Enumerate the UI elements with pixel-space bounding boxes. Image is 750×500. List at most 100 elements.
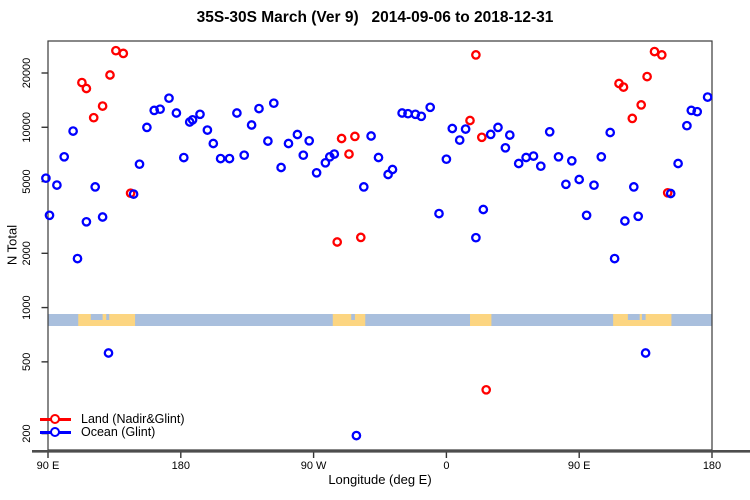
data-point-land bbox=[656, 50, 667, 60]
x-tick-label: 90 E bbox=[37, 460, 60, 472]
x-tick-label: 0 bbox=[443, 460, 449, 472]
map-band-land-segment bbox=[470, 314, 492, 326]
data-point-ocean bbox=[171, 108, 182, 118]
data-point-ocean bbox=[351, 430, 362, 441]
data-point-ocean bbox=[208, 138, 219, 149]
data-point-ocean bbox=[589, 180, 599, 191]
data-point-land bbox=[476, 132, 487, 143]
legend-symbol-ocean bbox=[40, 427, 71, 438]
data-point-ocean bbox=[416, 111, 427, 122]
legend-circle-ocean bbox=[50, 427, 60, 438]
data-point-land bbox=[350, 131, 360, 142]
data-point-ocean bbox=[311, 167, 322, 178]
data-point-ocean bbox=[164, 93, 174, 104]
data-point-ocean bbox=[134, 159, 145, 170]
data-point-ocean bbox=[41, 173, 51, 184]
data-point-ocean bbox=[640, 348, 651, 358]
data-point-ocean bbox=[387, 164, 398, 175]
data-point-ocean bbox=[620, 216, 630, 226]
data-point-land bbox=[336, 133, 347, 144]
data-point-ocean bbox=[609, 253, 620, 264]
map-band-coast-notch bbox=[90, 314, 103, 320]
data-point-ocean bbox=[304, 135, 315, 146]
data-point-land bbox=[481, 384, 492, 395]
data-point-ocean bbox=[268, 98, 279, 109]
y-tick-label: 20000 bbox=[21, 58, 33, 89]
data-point-ocean bbox=[397, 108, 407, 118]
data-point-ocean bbox=[513, 158, 524, 169]
data-point-ocean bbox=[187, 114, 198, 125]
data-point-ocean bbox=[59, 151, 70, 162]
data-point-ocean bbox=[254, 103, 264, 114]
data-point-ocean bbox=[682, 120, 692, 131]
data-point-ocean bbox=[425, 102, 436, 113]
x-tick-label: 180 bbox=[172, 460, 190, 472]
x-tick-label: 180 bbox=[703, 460, 721, 472]
data-point-ocean bbox=[493, 122, 503, 133]
data-point-ocean bbox=[155, 104, 165, 115]
data-point-ocean bbox=[128, 189, 139, 199]
data-point-land bbox=[344, 149, 354, 159]
data-point-ocean bbox=[103, 348, 114, 358]
data-point-ocean bbox=[195, 109, 205, 120]
y-tick-label: 10000 bbox=[21, 112, 33, 143]
data-point-ocean bbox=[596, 151, 607, 162]
data-point-ocean bbox=[447, 123, 458, 134]
data-point-ocean bbox=[605, 127, 616, 138]
data-point-ocean bbox=[149, 105, 160, 116]
data-point-ocean bbox=[246, 120, 257, 130]
data-point-ocean bbox=[581, 210, 592, 221]
map-band-land-segment bbox=[332, 314, 366, 326]
data-point-ocean bbox=[504, 130, 515, 140]
data-point-ocean bbox=[283, 138, 294, 149]
map-band-coast-notch bbox=[106, 314, 110, 320]
data-point-land bbox=[77, 77, 87, 88]
y-tick-label: 2000 bbox=[21, 241, 33, 265]
legend-item-ocean: Ocean (Glint) bbox=[40, 425, 185, 439]
data-point-ocean bbox=[366, 131, 376, 141]
data-point-ocean bbox=[665, 188, 676, 199]
series-ocean bbox=[41, 92, 713, 441]
chart-title: 35S-30S March (Ver 9) 2014-09-06 to 2018… bbox=[196, 9, 554, 26]
data-point-ocean bbox=[358, 182, 369, 192]
data-point-land bbox=[105, 70, 115, 80]
data-point-ocean bbox=[692, 106, 703, 117]
data-point-land bbox=[627, 113, 638, 124]
plot-box bbox=[47, 40, 713, 451]
y-tick-label: 1000 bbox=[21, 295, 33, 319]
x-tick-label: 90 W bbox=[301, 460, 327, 472]
legend: Land (Nadir&Glint) Ocean (Glint) bbox=[40, 412, 185, 439]
data-point-ocean bbox=[276, 162, 286, 173]
data-point-ocean bbox=[232, 108, 242, 118]
data-point-ocean bbox=[68, 126, 78, 136]
legend-label-land: Land (Nadir&Glint) bbox=[81, 412, 185, 427]
data-point-ocean bbox=[485, 129, 496, 140]
map-band-ocean bbox=[48, 314, 712, 326]
data-point-land bbox=[618, 82, 629, 92]
data-point-ocean bbox=[454, 135, 465, 145]
data-point-land bbox=[471, 50, 481, 60]
data-point-land bbox=[636, 100, 647, 110]
data-point-land bbox=[81, 83, 92, 94]
data-point-land bbox=[642, 71, 652, 82]
data-point-ocean bbox=[263, 136, 273, 146]
x-tick-label: 90 E bbox=[568, 460, 591, 472]
data-point-ocean bbox=[90, 182, 101, 192]
data-point-ocean bbox=[97, 212, 108, 222]
map-band-coast-notch bbox=[627, 314, 640, 320]
data-point-land bbox=[88, 112, 99, 123]
data-point-ocean bbox=[566, 155, 577, 166]
series-land bbox=[77, 45, 673, 395]
data-point-land bbox=[97, 101, 108, 111]
data-point-ocean bbox=[72, 253, 83, 264]
data-point-ocean bbox=[373, 152, 384, 163]
data-point-ocean bbox=[553, 151, 564, 162]
data-point-ocean bbox=[628, 182, 639, 192]
data-point-ocean bbox=[215, 153, 226, 164]
data-point-ocean bbox=[52, 180, 62, 190]
data-point-ocean bbox=[239, 150, 250, 161]
data-point-ocean bbox=[561, 179, 571, 190]
data-point-ocean bbox=[434, 208, 444, 219]
data-point-ocean bbox=[528, 151, 539, 161]
